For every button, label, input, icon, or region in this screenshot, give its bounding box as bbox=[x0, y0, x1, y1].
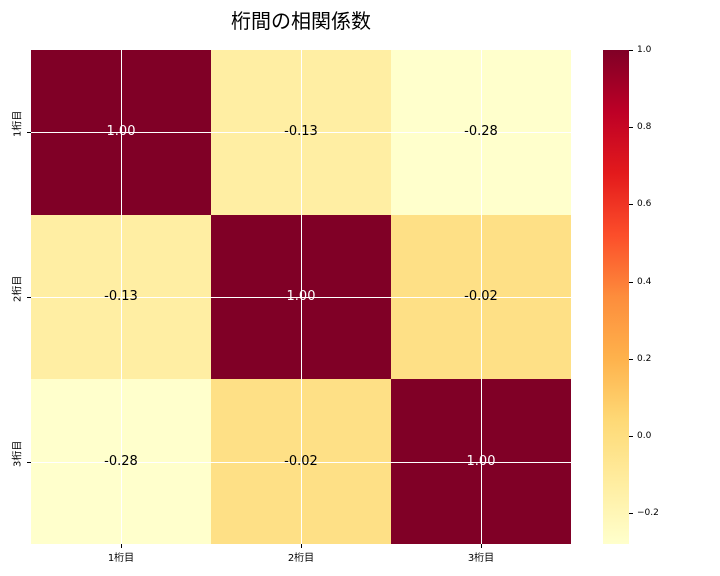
cell-value-label: -0.02 bbox=[284, 453, 318, 469]
colorbar bbox=[603, 50, 629, 544]
colorbar-tick-label: −0.2 bbox=[637, 508, 659, 519]
heatmap-cell: -0.02 bbox=[391, 214, 571, 380]
cell-value-label: -0.28 bbox=[464, 124, 498, 140]
cell-value-label: -0.13 bbox=[104, 289, 138, 305]
x-axis: 1桁目 2桁目 3桁目 bbox=[31, 544, 571, 566]
y-axis: 1桁目 2桁目 3桁目 bbox=[0, 50, 31, 544]
colorbar-tick-mark bbox=[629, 50, 633, 51]
heatmap-cell: -0.02 bbox=[211, 379, 391, 544]
colorbar-tick-mark bbox=[629, 127, 633, 129]
y-tick-label: 2桁目 bbox=[12, 275, 24, 302]
cell-value-label: 1.00 bbox=[466, 453, 496, 469]
y-tick-mark bbox=[27, 132, 31, 134]
heatmap-grid: 1.00 -0.13 -0.28 -0.13 1.00 -0.02 -0.28 -0.02 1.… bbox=[31, 50, 571, 544]
colorbar-tick-mark bbox=[629, 204, 633, 206]
colorbar-tick-mark bbox=[629, 358, 633, 360]
y-tick-label: 1桁目 bbox=[12, 110, 24, 138]
colorbar-tick-mark bbox=[629, 281, 633, 283]
heatmap-cell: -0.13 bbox=[211, 50, 391, 215]
heatmap-cell: 1.00 bbox=[391, 379, 571, 544]
colorbar-tick-label: 1.0 bbox=[637, 45, 652, 55]
y-tick-mark bbox=[27, 461, 31, 463]
cell-value-label: -0.13 bbox=[284, 124, 318, 140]
x-tick-label: 3桁目 bbox=[467, 553, 495, 564]
cell-value-label: -0.28 bbox=[104, 453, 138, 469]
cell-value-label: 1.00 bbox=[106, 124, 136, 140]
colorbar-gradient bbox=[603, 50, 629, 544]
colorbar-tick-mark bbox=[629, 435, 633, 437]
heatmap-cell: 1.00 bbox=[211, 214, 391, 380]
colorbar-tick-label: 0.4 bbox=[637, 276, 652, 287]
colorbar-tick-label: 0.8 bbox=[637, 122, 652, 133]
colorbar-tick-label: 0.6 bbox=[637, 199, 652, 210]
heatmap-cell: -0.13 bbox=[31, 214, 211, 380]
chart-title: 桁間の相関係数 bbox=[231, 9, 371, 33]
colorbar-tick-label: 0.0 bbox=[637, 430, 652, 441]
colorbar-tick-area: 1.0 0.8 0.6 0.4 0.2 0.0 −0.2 bbox=[629, 45, 689, 544]
x-tick-mark bbox=[301, 544, 302, 548]
x-tick-mark bbox=[121, 544, 122, 548]
x-tick-label: 2桁目 bbox=[287, 553, 315, 564]
cell-value-label: -0.02 bbox=[464, 289, 498, 305]
heatmap-cell: -0.28 bbox=[31, 379, 211, 544]
heatmap-cell: 1.00 bbox=[31, 50, 211, 215]
colorbar-tick-mark bbox=[629, 513, 633, 515]
x-tick-mark bbox=[481, 544, 482, 548]
y-tick-label: 3桁目 bbox=[12, 440, 24, 467]
colorbar-tick-label: 0.2 bbox=[637, 353, 652, 364]
cell-value-label: 1.00 bbox=[286, 289, 316, 305]
x-tick-label: 1桁目 bbox=[107, 553, 135, 564]
y-tick-mark bbox=[27, 297, 31, 298]
heatmap-cell: -0.28 bbox=[391, 50, 571, 215]
